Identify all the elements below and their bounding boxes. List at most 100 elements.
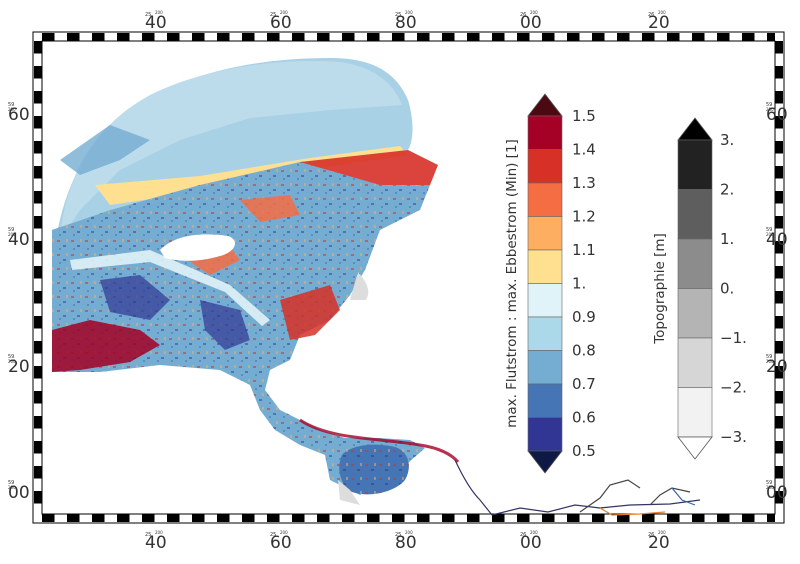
lon-label-bottom-deg: 25 (395, 532, 401, 538)
frame-check-top (442, 33, 455, 41)
lon-label-bottom: 40 (145, 533, 167, 553)
frame-check-bottom (142, 514, 155, 522)
frame-check-left (34, 491, 42, 504)
lon-label-bottom-deg: 26 (520, 532, 526, 538)
frame-check-left (34, 441, 42, 454)
frame-check-top (142, 33, 155, 41)
colorbar-block (677, 288, 713, 339)
colorbar-block (527, 283, 563, 318)
lon-label-bottom: 80 (395, 533, 417, 553)
map-frame-scale-bar (34, 33, 783, 522)
lon-label-top-min: 200 (530, 10, 538, 15)
coast-halo (338, 272, 369, 505)
frame-check-left (34, 66, 42, 79)
lat-label-right-deg: 59 (766, 480, 772, 486)
lat-label-right: 20 (766, 357, 788, 377)
lat-label-right-deg: 59 (766, 102, 772, 108)
colorbar-block (677, 139, 713, 190)
frame-check-left (34, 266, 42, 279)
frame-check-right (775, 91, 783, 104)
lat-label-left-deg: 59 (8, 102, 14, 108)
lat-label-left-min: 200 (8, 359, 16, 364)
lon-label-bottom-deg: 25 (145, 532, 151, 538)
colorbar-tick-label: 0. (720, 280, 734, 298)
frame-check-bottom (492, 514, 505, 522)
lat-label-left-deg: 59 (8, 480, 14, 486)
lat-label-right-deg: 59 (766, 354, 772, 360)
colorbar-tick-label: −1. (720, 329, 747, 347)
colorbar-block (527, 383, 563, 418)
lon-label-top-min: 200 (280, 10, 288, 15)
colorbar-tick-label: −2. (720, 379, 747, 397)
lon-label-bottom: 60 (270, 533, 292, 553)
colorbar-tick-label: 0.5 (572, 442, 596, 460)
frame-check-right (775, 216, 783, 229)
frame-check-top (467, 33, 480, 41)
lon-label-top: 80 (395, 13, 417, 33)
frame-check-left (34, 291, 42, 304)
frame-check-top (767, 33, 775, 41)
frame-check-bottom (167, 514, 180, 522)
frame-check-top (317, 33, 330, 41)
colorbar-under-triangle (677, 436, 713, 460)
frame-check-top (167, 33, 180, 41)
island (160, 234, 235, 261)
frame-check-bottom (67, 514, 80, 522)
colorbar-tick-label: 1.3 (572, 174, 596, 192)
lon-label-bottom-min: 200 (280, 530, 288, 535)
frame-check-left (34, 316, 42, 329)
frame-check-bottom (517, 514, 530, 522)
colorbar-block (527, 115, 563, 150)
frame-check-bottom (292, 514, 305, 522)
frame-check-right (775, 66, 783, 79)
frame-check-top (292, 33, 305, 41)
frame-check-left (34, 191, 42, 204)
colorbar-block (527, 249, 563, 284)
frame-check-top (517, 33, 530, 41)
frame-check-right (775, 416, 783, 429)
colorbar-tick-label: 1.2 (572, 208, 596, 226)
colorbar-tick-label: 1.1 (572, 241, 596, 259)
frame-check-left (34, 166, 42, 179)
frame-check-left (34, 241, 42, 254)
lat-label-left: 20 (8, 357, 30, 377)
frame-check-right (775, 166, 783, 179)
frame-check-left (34, 391, 42, 404)
lat-label-left-deg: 59 (8, 354, 14, 360)
colorbar-tick-label: 1. (720, 230, 734, 248)
frame-check-right (775, 366, 783, 379)
lat-label-left: 60 (8, 105, 30, 125)
frame-check-bottom (217, 514, 230, 522)
lat-label-right-min: 200 (766, 232, 774, 237)
colorbar-block (527, 417, 563, 452)
lon-label-top-deg: 25 (145, 12, 151, 18)
lon-label-top-deg: 25 (395, 12, 401, 18)
frame-check-left (34, 116, 42, 129)
frame-check-bottom (242, 514, 255, 522)
topography-colorbar: 3. 2. 1. 0. −1. −2. −3. Topographie [m] (652, 117, 747, 460)
frame-check-right (775, 291, 783, 304)
frame-check-bottom (692, 514, 705, 522)
frame-check-right (775, 141, 783, 154)
frame-check-left (34, 341, 42, 354)
lon-label-bottom-deg: 25 (270, 532, 276, 538)
lon-label-top: 20 (648, 13, 670, 33)
frame-check-bottom (267, 514, 280, 522)
lon-label-top: 40 (145, 13, 167, 33)
lon-label-top-deg: 26 (648, 12, 654, 18)
lat-label-left: 40 (8, 230, 30, 250)
frame-check-left (34, 141, 42, 154)
frame-check-bottom (717, 514, 730, 522)
frame-check-top (417, 33, 430, 41)
frame-check-top (367, 33, 380, 41)
frame-check-top (92, 33, 105, 41)
colorbar-tick-label: 1. (572, 275, 586, 293)
colorbar-block (677, 387, 713, 438)
frame-check-left (34, 416, 42, 429)
frame-check-bottom (567, 514, 580, 522)
colorbar-block (527, 182, 563, 217)
colorbar-block (677, 189, 713, 240)
frame-check-top (242, 33, 255, 41)
frame-check-top (217, 33, 230, 41)
